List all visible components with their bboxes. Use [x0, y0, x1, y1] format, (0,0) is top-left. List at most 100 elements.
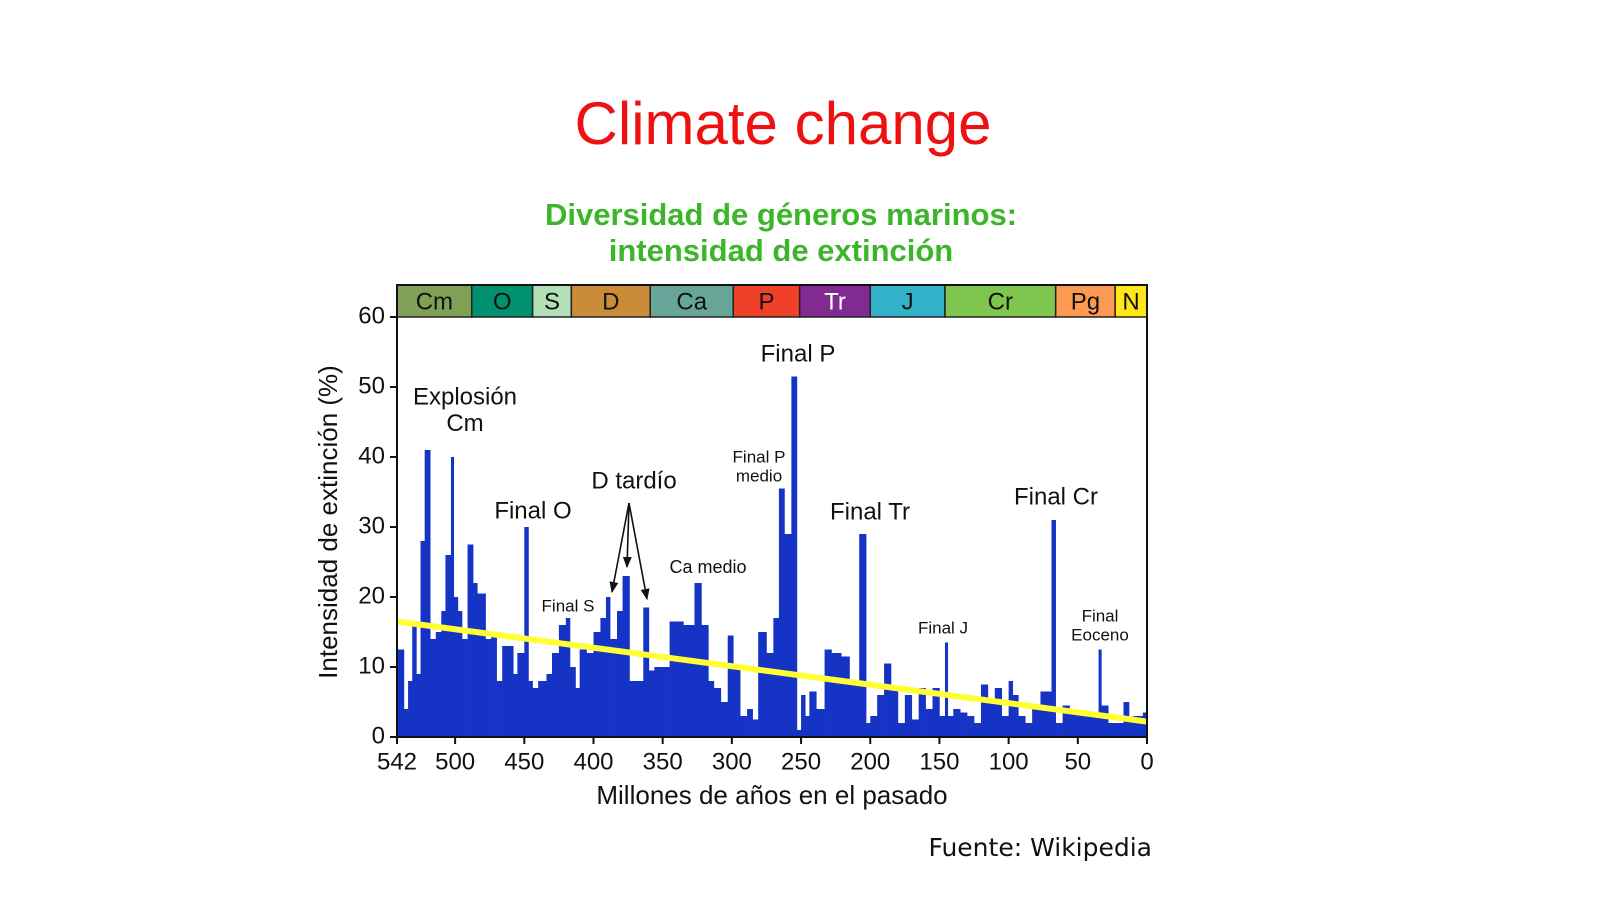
bar	[1069, 712, 1079, 737]
bar	[397, 649, 405, 737]
bar	[435, 632, 442, 737]
period-label: D	[602, 288, 619, 315]
bar	[801, 695, 806, 737]
bar	[701, 625, 709, 737]
bar	[967, 716, 975, 737]
bar	[1119, 723, 1124, 737]
bar	[579, 649, 587, 737]
y-tick-label: 30	[358, 512, 385, 539]
bar	[974, 723, 982, 737]
trend-line	[396, 618, 1148, 725]
y-tick-label: 50	[358, 372, 385, 399]
bar	[600, 618, 607, 737]
x-tick-label: 300	[712, 748, 752, 775]
bar	[412, 625, 417, 737]
bar	[1140, 716, 1144, 737]
bar	[897, 723, 906, 737]
bar	[575, 688, 580, 737]
x-tick-label: 50	[1064, 748, 1091, 775]
period-label: Ca	[676, 288, 707, 315]
x-axis-label: Millones de años en el pasado	[596, 780, 947, 810]
bar	[1045, 691, 1052, 737]
bar	[528, 681, 533, 737]
bar	[445, 555, 452, 737]
bar	[507, 646, 514, 737]
bar	[1098, 649, 1102, 737]
annotation: Ca medio	[669, 557, 746, 577]
bar	[420, 541, 425, 737]
period-label: P	[758, 288, 774, 315]
bar	[477, 593, 486, 737]
bar	[766, 653, 774, 737]
bar	[884, 663, 892, 737]
bar	[713, 688, 722, 737]
bar	[727, 635, 734, 737]
bar	[462, 639, 468, 737]
annotation-arrows	[609, 502, 650, 601]
bar	[778, 488, 785, 737]
bar	[473, 583, 478, 737]
bar	[791, 376, 798, 737]
bar	[502, 646, 509, 737]
annotation: Final J	[918, 618, 968, 637]
period-label: Pg	[1071, 288, 1100, 315]
bar	[831, 653, 842, 737]
bar	[841, 656, 850, 737]
bar	[1062, 705, 1070, 737]
bar	[953, 709, 961, 737]
bar	[441, 611, 446, 737]
bar	[586, 653, 594, 737]
bar	[565, 618, 571, 737]
bar	[1051, 520, 1056, 737]
bar	[987, 702, 996, 737]
bar	[708, 681, 715, 737]
period	[470, 284, 534, 318]
x-tick-label: 150	[919, 748, 959, 775]
bar	[866, 723, 871, 737]
bar	[669, 621, 684, 737]
bar	[648, 670, 655, 737]
arrow	[622, 502, 632, 569]
y-tick-label: 20	[358, 582, 385, 609]
bar	[720, 702, 729, 737]
bar	[877, 695, 885, 737]
bar	[1012, 695, 1019, 737]
x-tick-label: 450	[504, 748, 544, 775]
bar	[1129, 719, 1134, 737]
period	[869, 284, 946, 318]
annotation: medio	[736, 467, 782, 486]
bar	[546, 674, 553, 737]
x-tick-label: 250	[781, 748, 821, 775]
bar	[491, 632, 497, 737]
annotation: Final	[1082, 606, 1119, 625]
bar	[911, 719, 919, 737]
period-label: J	[902, 288, 914, 315]
bar	[809, 691, 817, 737]
period	[1114, 284, 1148, 318]
bar	[904, 695, 913, 737]
bar	[513, 674, 518, 737]
x-tick-label: 350	[643, 748, 683, 775]
bar	[610, 639, 618, 737]
bar	[1008, 681, 1014, 737]
bar	[870, 716, 878, 737]
bar	[1025, 723, 1033, 737]
annotation: D tardío	[591, 467, 676, 494]
bar	[617, 611, 623, 737]
bar	[1091, 712, 1099, 737]
bar	[773, 618, 780, 737]
x-tick-label: 500	[435, 748, 475, 775]
bar	[643, 607, 650, 737]
bar	[1108, 723, 1116, 737]
period-label: Tr	[824, 288, 846, 315]
arrow	[609, 502, 630, 594]
bar	[403, 709, 409, 737]
annotation: Final S	[542, 596, 595, 615]
bar	[636, 681, 644, 737]
bar	[430, 639, 437, 737]
source: Fuente: Wikipedia	[928, 833, 1152, 862]
annotation: Explosión	[413, 383, 517, 410]
bar	[1077, 712, 1092, 737]
bar	[752, 719, 759, 737]
